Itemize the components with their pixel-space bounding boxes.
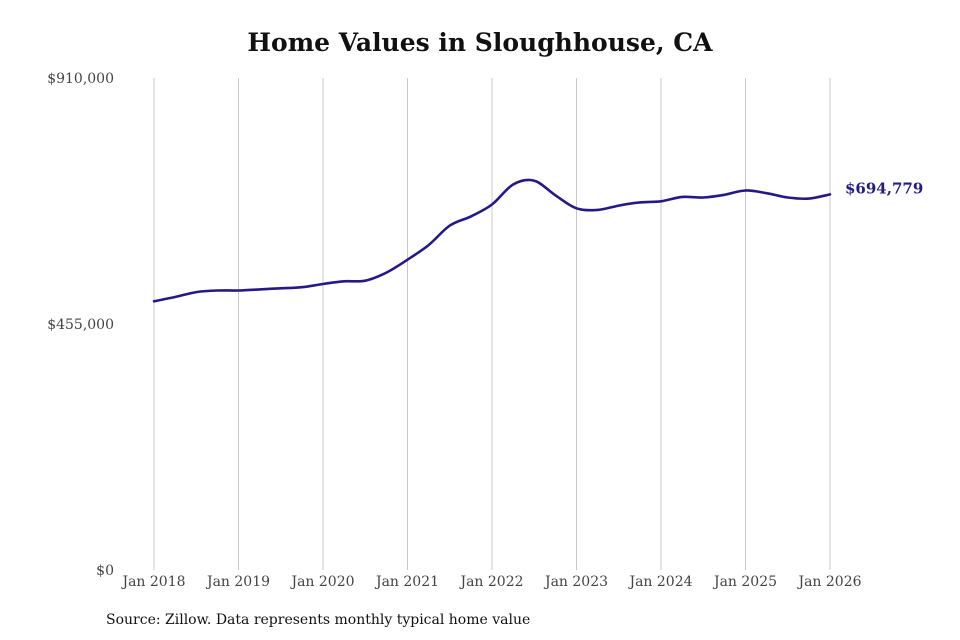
x-tick-label: Jan 2019 [205, 574, 270, 590]
x-tick-label: Jan 2021 [374, 574, 439, 590]
x-tick-label: Jan 2018 [120, 574, 185, 590]
source-note: Source: Zillow. Data represents monthly … [106, 612, 531, 628]
x-axis-ticks: Jan 2018 Jan 2019 Jan 2020 Jan 2021 Jan 2022… [120, 574, 861, 590]
series-line [152, 178, 832, 303]
x-tick-label: Jan 2020 [289, 574, 354, 590]
y-tick-label: $910,000 [47, 71, 114, 87]
x-tick-label: Jan 2022 [458, 574, 523, 590]
x-tick-label: Jan 2025 [712, 574, 777, 590]
grid-lines [153, 78, 831, 570]
y-tick-label: $0 [96, 563, 114, 579]
end-value-label: $694,779 [845, 179, 923, 197]
y-tick-label: $455,000 [47, 317, 114, 333]
x-tick-label: Jan 2023 [543, 574, 608, 590]
chart-title: Home Values in Sloughhouse, CA [247, 28, 713, 57]
y-axis-ticks: $0 $455,000 $910,000 [47, 71, 114, 579]
x-tick-label: Jan 2024 [627, 574, 692, 590]
x-tick-label: Jan 2026 [796, 574, 861, 590]
